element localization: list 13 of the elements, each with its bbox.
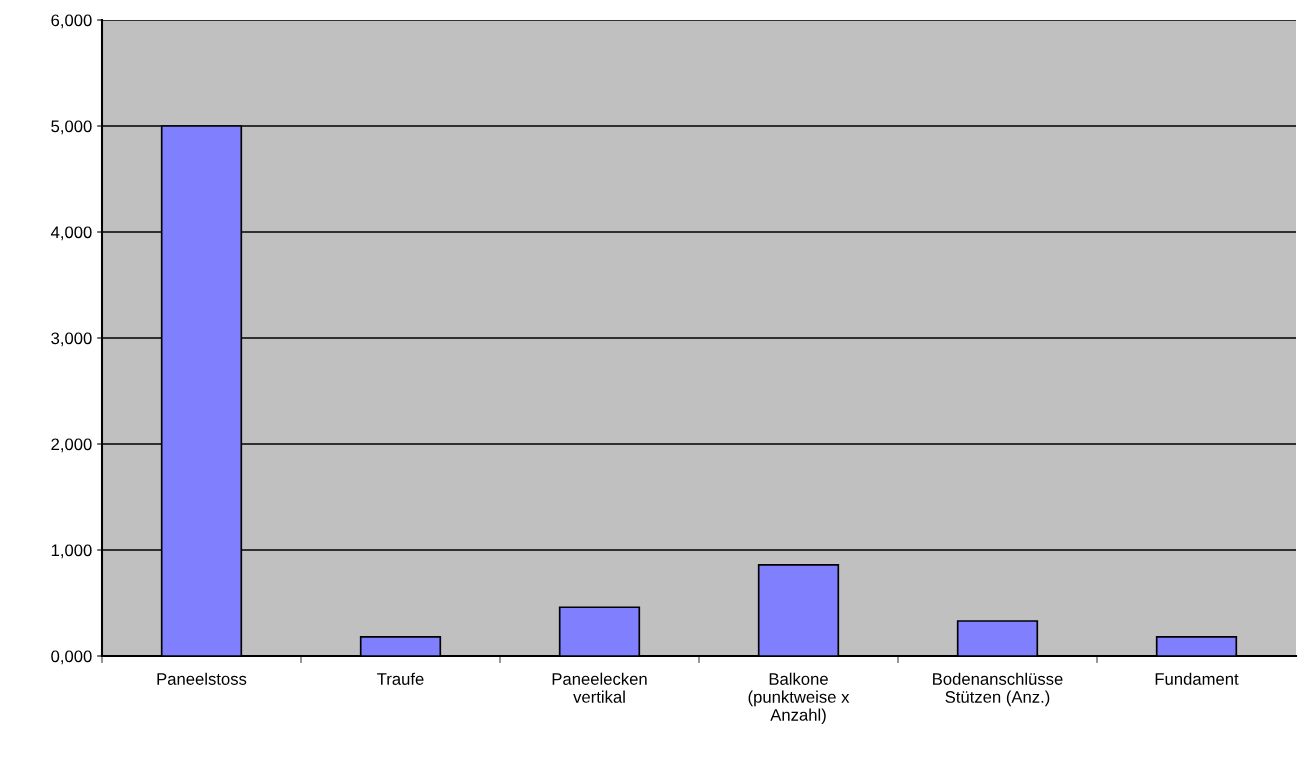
- x-tick-label: Fundament: [1155, 672, 1239, 685]
- y-tick-label: 5,000: [51, 120, 92, 135]
- x-tick-label: Paneelstoss: [157, 672, 247, 685]
- y-tick-label: 1,000: [51, 544, 92, 559]
- y-tick-label: 2,000: [51, 438, 92, 453]
- y-tick-label: 3,000: [51, 332, 92, 347]
- y-tick-label: 0,000: [51, 650, 92, 665]
- x-tick-label: Traufe: [377, 672, 424, 685]
- y-tick-label: 4,000: [50, 226, 92, 241]
- y-tick-label: 6,000: [51, 14, 92, 29]
- x-tick-label: Bodenanschlüsse Stützen (Anz.): [933, 672, 1063, 707]
- x-tick-label: Paneelecken vertikal: [552, 672, 647, 703]
- x-tick-label: Balkone (punktweise x Anzahl): [748, 672, 850, 725]
